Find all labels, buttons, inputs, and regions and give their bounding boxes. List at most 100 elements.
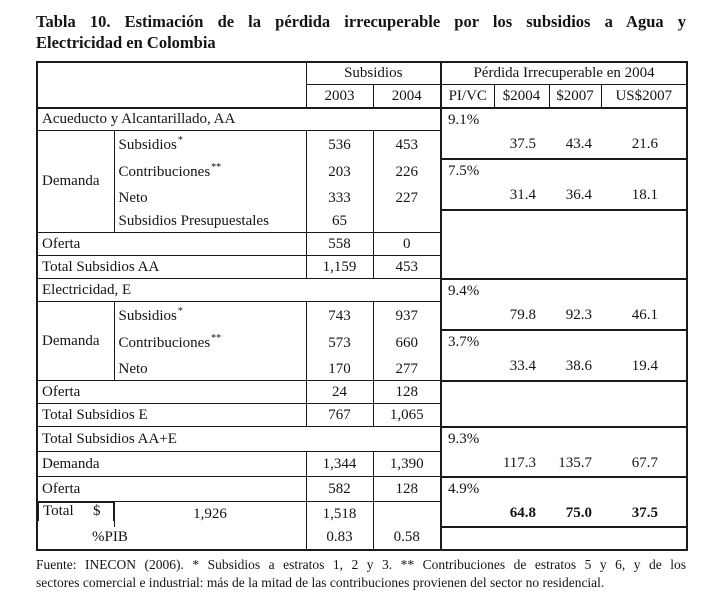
section-row-aa: Acueducto y Alcantarillado, AA 9.1% 37.5… (36, 107, 688, 160)
aa-presupuestales-label: Subsidios Presupuestales (113, 209, 307, 234)
footnote-marker: ** (211, 333, 222, 345)
col-header-usd2007: $2007 (548, 84, 602, 109)
e-contribuciones-2003: 573 (305, 329, 374, 358)
header-subsidios: Subsidios (305, 61, 442, 86)
aa-presupuestales-2003: 65 (305, 209, 374, 234)
pi-value: 75.0 (565, 504, 593, 521)
total-pib-2004: 0.58 (372, 526, 442, 551)
pi-block-e-1: 9.4% 79.8 92.3 46.1 (440, 278, 688, 331)
row-aa-subsidios: Demanda Subsidios* 536 453 (36, 130, 687, 234)
e-demanda-label: Demanda (36, 301, 115, 382)
aa-contribuciones-2004: 226 (372, 158, 442, 187)
pi-value: 37.5 (631, 504, 659, 521)
e-contribuciones-2004: 660 (372, 329, 442, 358)
pi-pct-aa-1: 9.1% (448, 111, 480, 128)
pi-block-aa-1: 9.1% 37.5 43.4 21.6 (440, 107, 688, 160)
e-total-label: Total Subsidios E (36, 403, 307, 428)
total-oferta-2003: 582 (305, 476, 374, 503)
e-oferta-2003: 24 (305, 380, 374, 405)
footnote-marker: * (177, 305, 183, 317)
aa-subsidios-2004: 453 (372, 130, 442, 159)
e-oferta-label: Oferta (36, 380, 307, 405)
pi-values-aa-2: 31.4 36.4 18.1 (443, 183, 686, 208)
pi-values-total-2: 64.8 75.0 37.5 (443, 501, 686, 525)
aa-subsidios-2003: 536 (305, 130, 374, 159)
aa-contribuciones-label: Contribuciones** (113, 158, 307, 187)
row-e-subsidios: Demanda Subsidios* 743 937 (36, 301, 687, 382)
pi-block-total-2: 4.9% 64.8 75.0 37.5 (440, 476, 688, 528)
total-dollar-label: Total $ (38, 502, 114, 521)
row-e-oferta: Oferta 24 128 (36, 380, 688, 428)
pi-block-e-blank (440, 380, 688, 428)
header-empty-cell (36, 61, 307, 109)
section-title-e: Electricidad, E (36, 278, 442, 303)
e-neto-2003: 170 (305, 357, 374, 382)
footnote-marker: * (177, 134, 183, 146)
section-row-e: Electricidad, E 9.4% 79.8 92.3 46.1 (36, 278, 688, 331)
col-header-us2007: US$2007 (600, 84, 688, 109)
e-neto-2004: 277 (372, 357, 442, 382)
pi-value: 19.4 (631, 357, 659, 374)
pi-block-e-2: 3.7% 33.4 38.6 19.4 (440, 329, 688, 382)
pi-values-e-2: 33.4 38.6 19.4 (443, 354, 686, 379)
aa-total-label: Total Subsidios AA (36, 255, 307, 280)
label-text: Subsidios (118, 307, 177, 324)
col-header-2003: 2003 (305, 84, 374, 109)
total-pib-label: %PIB (36, 526, 307, 551)
pi-value: 92.3 (565, 306, 593, 323)
header-perdida: Pérdida Irrecuperable en 2004 (440, 61, 688, 86)
footnote-line2: sectores comercial e industrial: más de … (36, 574, 605, 590)
total-dollar-2004: 1,518 (305, 501, 374, 527)
pi-value: 18.1 (631, 186, 659, 203)
e-subsidios-label: Subsidios* (113, 301, 307, 330)
e-subsidios-2003: 743 (305, 301, 374, 330)
label-text: Contribuciones (118, 335, 211, 352)
pi-value: 135.7 (558, 454, 593, 471)
pi-value: 37.5 (509, 135, 537, 152)
pi-value: 21.6 (631, 135, 659, 152)
pi-values-e-1: 79.8 92.3 46.1 (443, 303, 686, 328)
total-oferta-2004: 128 (372, 476, 442, 503)
e-total-2004: 1,065 (372, 403, 442, 428)
pi-value: 117.3 (502, 454, 537, 471)
subsidy-table: Subsidios Pérdida Irrecuperable en 2004 … (36, 60, 689, 551)
pi-pct-e-1: 9.4% (448, 282, 480, 299)
label-text: Contribuciones (118, 164, 211, 181)
row-aa-contribuciones: Contribuciones** 203 226 7.5% 31.4 36.4 … (37, 158, 688, 211)
row-total-pib: %PIB 0.83 0.58 (36, 526, 688, 551)
dollar-label: $ (93, 503, 101, 520)
pi-value: 43.4 (565, 135, 593, 152)
header-columns-row: 2003 2004 PI/VC $2004 $2007 US$2007 (37, 84, 688, 109)
pi-value: 67.7 (631, 454, 659, 471)
pi-block-total-blank (440, 526, 688, 551)
aa-neto-label: Neto (113, 186, 307, 210)
aa-neto-2004: 227 (372, 186, 442, 210)
total-demanda-2004: 1,390 (372, 451, 442, 478)
aa-total-2003: 1,159 (305, 255, 374, 280)
footnote-marker: ** (211, 162, 222, 174)
aa-neto-2003: 333 (305, 186, 374, 210)
pi-pct-e-2: 3.7% (448, 333, 480, 350)
aa-presupuestales-2004 (372, 209, 442, 234)
total-label: Total (43, 503, 74, 520)
section-row-total: Total Subsidios AA+E 9.3% 117.3 135.7 67… (36, 426, 688, 478)
pi-pct-total-1: 9.3% (448, 430, 480, 447)
pi-pct-aa-2: 7.5% (448, 162, 480, 179)
aa-oferta-label: Oferta (36, 232, 307, 257)
pi-value: 79.8 (509, 306, 537, 323)
row-e-total: Total Subsidios E 767 1,065 (36, 403, 687, 428)
table-caption-line1: Tabla 10. Estimación de la pérdida irrec… (36, 12, 686, 31)
e-neto-label: Neto (113, 357, 307, 382)
total-demanda-label: Demanda (36, 451, 307, 478)
footnote-line1: Fuente: INECON (2006). * Subsidios a est… (36, 556, 686, 572)
e-total-2003: 767 (305, 403, 374, 428)
row-total-dollar: Total $ 1,926 1,518 (37, 501, 687, 527)
pi-value: 46.1 (631, 306, 659, 323)
col-header-usd2004: $2004 (493, 84, 550, 109)
row-aa-presupuestales: Subsidios Presupuestales 65 (37, 209, 688, 280)
e-contribuciones-label: Contribuciones** (113, 329, 307, 358)
row-total-demanda: Demanda 1,344 1,390 (36, 451, 687, 478)
aa-oferta-2003: 558 (305, 232, 374, 257)
pi-block-total-1: 9.3% 117.3 135.7 67.7 (440, 426, 688, 478)
